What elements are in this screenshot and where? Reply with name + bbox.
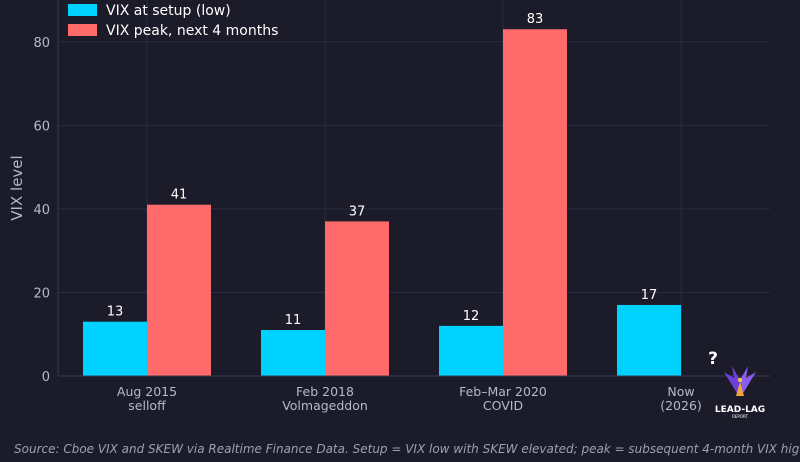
- x-tick-label: COVID: [483, 398, 523, 413]
- bar-peak: [147, 204, 211, 376]
- x-tick-label: Volmageddon: [282, 398, 368, 413]
- unknown-peak-label: ?: [708, 349, 718, 369]
- x-tick-label: selloff: [128, 398, 166, 413]
- bar-setup: [617, 304, 681, 376]
- data-label: 13: [107, 305, 124, 320]
- y-tick-label: 40: [33, 203, 50, 218]
- data-label: 11: [285, 313, 302, 328]
- data-label: 12: [463, 309, 480, 324]
- legend-swatch-setup: [68, 4, 97, 16]
- data-label: 17: [641, 288, 658, 303]
- bar-setup: [83, 321, 147, 376]
- bar-peak: [503, 29, 567, 376]
- bars: [83, 29, 681, 376]
- y-tick-label: 0: [42, 370, 50, 385]
- y-tick-label: 20: [33, 286, 50, 301]
- legend-label-peak: VIX peak, next 4 months: [106, 23, 278, 39]
- y-axis-label: VIX level: [8, 155, 26, 220]
- x-tick-label: Feb 2018: [296, 384, 354, 399]
- source-note: Source: Cboe VIX and SKEW via Realtime F…: [14, 442, 800, 456]
- legend-swatch-peak: [68, 24, 97, 36]
- bar-setup: [439, 325, 503, 376]
- x-tick-label: Feb–Mar 2020: [459, 384, 547, 399]
- x-tick-label: Now: [667, 384, 694, 399]
- lead-lag-logo: LEAD-LAG REPORT: [715, 366, 765, 419]
- bar-peak: [325, 221, 389, 376]
- x-tick-label: (2026): [660, 398, 702, 413]
- data-label: 37: [349, 204, 366, 219]
- logo-text: LEAD-LAG: [715, 405, 765, 415]
- data-label: 83: [527, 12, 544, 27]
- bar-setup: [261, 330, 325, 376]
- axes: [57, 0, 770, 377]
- legend-label-setup: VIX at setup (low): [106, 3, 231, 19]
- x-tick-label: Aug 2015: [117, 384, 177, 399]
- data-label: 41: [171, 188, 188, 203]
- phoenix-icon: [724, 366, 756, 396]
- logo-subtext: REPORT: [732, 414, 748, 419]
- legend: VIX at setup (low) VIX peak, next 4 mont…: [68, 3, 278, 39]
- y-tick-label: 80: [33, 36, 50, 51]
- y-tick-label: 60: [33, 119, 50, 134]
